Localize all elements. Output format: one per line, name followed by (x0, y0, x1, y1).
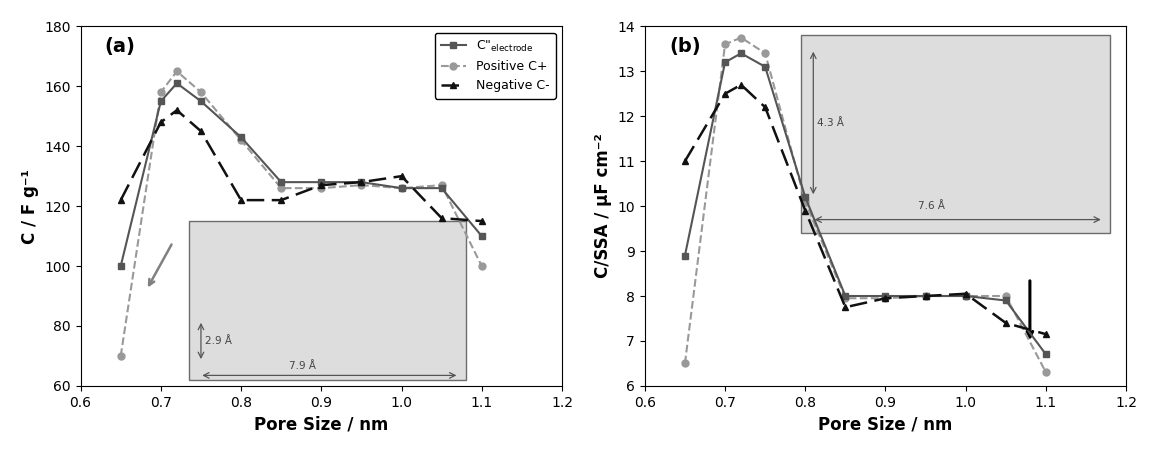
Y-axis label: C/SSA / μF cm⁻²: C/SSA / μF cm⁻² (594, 134, 611, 278)
X-axis label: Pore Size / nm: Pore Size / nm (254, 415, 388, 433)
Text: 7.6 Å: 7.6 Å (917, 201, 945, 211)
X-axis label: Pore Size / nm: Pore Size / nm (819, 415, 953, 433)
Text: (a): (a) (104, 37, 135, 56)
Text: 4.3 Å: 4.3 Å (818, 118, 844, 128)
Y-axis label: C / F g⁻¹: C / F g⁻¹ (21, 169, 39, 243)
Bar (189, 221, 466, 380)
Text: 7.9 Å: 7.9 Å (290, 361, 316, 371)
Bar (801, 35, 1111, 233)
Text: 2.9 Å: 2.9 Å (205, 336, 232, 346)
Text: (b): (b) (669, 37, 701, 56)
Legend: C"$_{\mathregular{electrode}}$, Positive C+, Negative C-: C"$_{\mathregular{electrode}}$, Positive… (434, 33, 556, 99)
